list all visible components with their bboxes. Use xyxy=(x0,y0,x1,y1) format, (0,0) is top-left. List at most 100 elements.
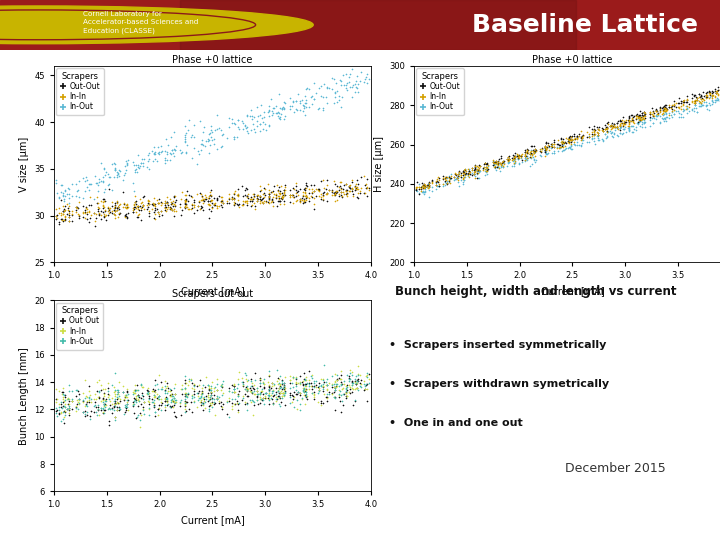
Point xyxy=(276,195,287,204)
Point xyxy=(217,389,228,397)
Point xyxy=(487,156,498,165)
Point xyxy=(246,195,257,204)
Point xyxy=(601,127,613,136)
Point xyxy=(270,102,282,111)
Point xyxy=(322,197,333,205)
Point xyxy=(463,165,474,173)
Point xyxy=(257,194,269,202)
Point xyxy=(530,148,541,157)
Point xyxy=(58,391,70,400)
Point xyxy=(199,383,210,392)
Point xyxy=(539,143,551,151)
Point xyxy=(119,393,130,401)
Point xyxy=(555,138,567,146)
Point xyxy=(625,117,636,126)
Point xyxy=(58,195,70,204)
Point xyxy=(232,389,243,398)
Point xyxy=(179,197,190,205)
Point xyxy=(689,90,701,99)
Point xyxy=(509,157,521,165)
Point xyxy=(712,96,720,105)
Point xyxy=(480,163,491,172)
Point xyxy=(161,394,173,403)
Point xyxy=(682,92,693,100)
Point xyxy=(459,166,471,174)
Point xyxy=(156,399,167,408)
Point xyxy=(109,401,120,410)
Point xyxy=(128,394,140,402)
Point xyxy=(590,125,601,134)
Point xyxy=(675,97,687,105)
Point xyxy=(276,191,288,200)
Point xyxy=(335,103,346,112)
Point xyxy=(104,204,115,212)
Point xyxy=(132,163,144,171)
Point xyxy=(241,191,253,200)
Point xyxy=(71,406,82,415)
Point xyxy=(170,191,181,200)
Point xyxy=(525,145,536,154)
Point xyxy=(450,171,462,179)
Point xyxy=(433,180,444,188)
Point xyxy=(246,396,258,404)
Point xyxy=(171,141,182,150)
Point xyxy=(345,70,356,78)
Point xyxy=(171,207,182,215)
Point xyxy=(179,203,191,212)
Point xyxy=(421,181,433,190)
Point xyxy=(261,197,272,206)
Point xyxy=(336,81,347,90)
Point xyxy=(508,160,520,168)
Point xyxy=(361,184,372,192)
Point xyxy=(267,109,279,117)
Point xyxy=(132,160,143,169)
Point xyxy=(616,130,628,138)
Point xyxy=(232,123,243,132)
Point xyxy=(359,181,371,190)
Point xyxy=(329,88,341,97)
Point xyxy=(66,396,78,405)
Point xyxy=(351,185,362,194)
Point xyxy=(181,202,193,211)
Point xyxy=(312,398,324,407)
Point xyxy=(451,173,462,181)
Point xyxy=(50,176,62,184)
Point xyxy=(336,391,347,400)
Point xyxy=(593,136,605,144)
Point xyxy=(73,211,85,219)
Point xyxy=(112,390,124,399)
Point xyxy=(297,394,308,402)
Point xyxy=(338,81,350,90)
Point xyxy=(198,393,210,401)
Point xyxy=(264,382,275,391)
Point xyxy=(159,199,171,207)
Point xyxy=(444,174,456,183)
Point xyxy=(269,391,280,400)
Point xyxy=(232,396,243,405)
Point xyxy=(149,411,161,420)
Point xyxy=(521,145,533,153)
Point xyxy=(153,210,165,219)
Point xyxy=(102,387,114,395)
Point xyxy=(81,410,92,419)
Point xyxy=(197,136,208,144)
Point xyxy=(711,96,720,104)
Point xyxy=(601,127,613,136)
Point xyxy=(127,204,138,212)
Point xyxy=(682,104,693,113)
Point xyxy=(672,98,684,107)
Point xyxy=(208,140,220,149)
Point xyxy=(134,201,145,210)
Point xyxy=(441,175,452,184)
Point xyxy=(269,181,280,190)
Point xyxy=(623,118,634,126)
Point xyxy=(203,386,215,394)
Point xyxy=(277,193,289,201)
Point xyxy=(112,399,123,408)
Point xyxy=(130,197,142,205)
Point xyxy=(329,197,341,205)
Point xyxy=(205,122,217,130)
Point xyxy=(63,380,75,389)
Point xyxy=(85,211,96,219)
Point xyxy=(156,201,167,210)
